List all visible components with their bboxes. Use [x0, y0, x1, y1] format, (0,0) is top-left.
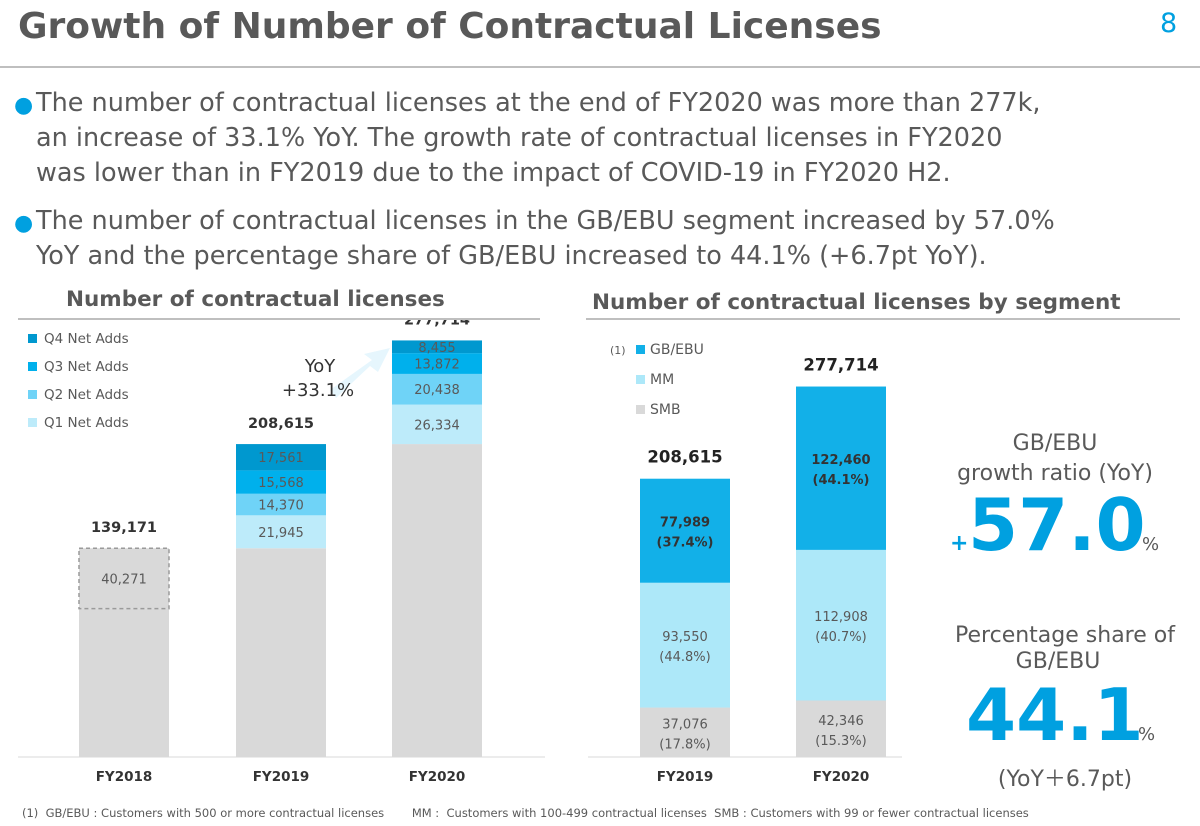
footnote: (1) GB/EBU : Customers with 500 or more …	[22, 806, 1053, 820]
segment-share: (44.1%)	[813, 473, 870, 488]
growth-label: GB/EBU	[1013, 431, 1098, 456]
legend-swatch	[28, 362, 37, 371]
bar-total: 277,714	[803, 356, 878, 375]
bar-segment	[640, 707, 730, 757]
growth-label: growth ratio (YoY)	[957, 461, 1153, 486]
legend-swatch	[28, 418, 37, 427]
segment-value: 112,908	[814, 610, 868, 625]
footnote-mm-smb: MM : Customers with 100-499 contractual …	[411, 806, 1029, 820]
segment-label: 17,561	[258, 451, 304, 466]
bar-total: 208,615	[248, 416, 314, 432]
bullet-item: ● The number of contractual licenses at …	[14, 86, 1194, 196]
segment-label: 40,271	[101, 572, 147, 587]
bar-segment	[640, 478, 730, 583]
bar-segment	[236, 515, 326, 549]
category-label: FY2020	[813, 769, 870, 785]
segment-value: 42,346	[818, 714, 864, 729]
bar-total: 139,171	[91, 520, 157, 536]
growth-sign: +	[950, 531, 968, 556]
share-note: (YoY＋6.7pt)	[998, 767, 1132, 792]
bullet-item: ● The number of contractual licenses in …	[14, 204, 1194, 276]
bullet-dot-icon: ●	[14, 93, 34, 118]
title-divider	[0, 66, 1200, 68]
bullet-line: The number of contractual licenses in th…	[36, 206, 1055, 236]
bar-total: 277,714	[404, 320, 470, 328]
bar-segment	[796, 386, 886, 550]
bar-segment	[796, 700, 886, 757]
legend-label: SMB	[650, 402, 681, 418]
legend-label: Q1 Net Adds	[44, 415, 129, 431]
segment-value: 93,550	[662, 630, 708, 645]
share-label: GB/EBU	[1016, 649, 1101, 674]
bar-segment	[78, 547, 170, 610]
bar-segment	[796, 549, 886, 701]
bar-base	[79, 608, 169, 757]
segment-chart: (1) GB/EBU MM SMB 37,076 (17.8%) 93,550 (44.8%)…	[588, 342, 902, 785]
bar-segment	[392, 373, 482, 405]
bar-base	[236, 548, 326, 757]
segment-share: (40.7%)	[815, 630, 866, 645]
share-label: Percentage share of	[955, 623, 1176, 648]
growth-unit: %	[1142, 534, 1159, 555]
legend-label: MM	[650, 372, 674, 388]
yoy-value: +33.1%	[282, 380, 354, 401]
segment-label: 26,334	[414, 418, 460, 433]
bullet-line: YoY and the percentage share of GB/EBU i…	[36, 241, 987, 271]
segment-value: 77,989	[660, 516, 710, 531]
legend-label: Q2 Net Adds	[44, 387, 129, 403]
segment-value: 37,076	[662, 717, 708, 732]
segment-label: 13,872	[414, 358, 460, 373]
bar-segment	[392, 353, 482, 374]
segment-share: (17.8%)	[659, 737, 710, 752]
legend-label: Q3 Net Adds	[44, 359, 129, 375]
bullet-dot-icon: ●	[14, 211, 34, 236]
segment-value: 122,460	[811, 453, 870, 468]
legend-swatch	[636, 345, 645, 354]
bar-segment	[236, 444, 326, 471]
footnote-gb-ebu: (1) GB/EBU : Customers with 500 or more …	[22, 806, 385, 820]
yoy-label: YoY	[304, 356, 337, 377]
page-number: 8	[1160, 8, 1178, 39]
growth-arrow	[330, 348, 390, 398]
bullet-line: an increase of 33.1% YoY. The growth rat…	[36, 123, 1003, 153]
segment-share: (15.3%)	[815, 734, 866, 749]
license-growth-chart: Q4 Net Adds Q3 Net Adds Q2 Net Adds Q1 Net …	[18, 320, 545, 785]
category-label: FY2018	[96, 769, 153, 785]
category-label: FY2019	[253, 769, 310, 785]
segment-label: 14,370	[258, 499, 304, 514]
segment-label: 15,568	[258, 476, 304, 491]
chart1-title: Number of contractual licenses	[66, 287, 445, 312]
legend-label: Q4 Net Adds	[44, 331, 129, 347]
segment-label: 8,455	[418, 341, 455, 356]
bar-segment	[236, 470, 326, 494]
bar-total: 208,615	[647, 448, 722, 467]
legend-label: GB/EBU	[650, 342, 704, 358]
legend-swatch	[28, 390, 37, 399]
bar-segment	[392, 340, 482, 354]
segment-label: 21,945	[258, 526, 304, 541]
category-label: FY2020	[409, 769, 466, 785]
page-title: Growth of Number of Contractual Licenses	[18, 6, 882, 47]
share-value: 44.1	[966, 673, 1144, 757]
bar-segment	[392, 404, 482, 445]
legend-swatch	[28, 334, 37, 343]
segment-share: (37.4%)	[657, 536, 714, 551]
segment-share: (44.8%)	[659, 650, 710, 665]
category-label: FY2019	[657, 769, 714, 785]
legend-swatch	[636, 375, 645, 384]
bar-segment	[640, 582, 730, 708]
growth-value: 57.0	[968, 483, 1146, 567]
bar-base	[392, 444, 482, 757]
chart2-title: Number of contractual licenses by segmen…	[592, 290, 1121, 315]
legend-swatch	[636, 405, 645, 414]
legend-note: (1)	[610, 344, 626, 357]
bullet-line: was lower than in FY2019 due to the impa…	[36, 158, 951, 188]
segment-label: 20,438	[414, 383, 460, 398]
share-unit: %	[1138, 724, 1155, 745]
chart1-title-rule	[18, 318, 540, 320]
chart2-title-rule	[586, 318, 1180, 320]
bullet-line: The number of contractual licenses at th…	[36, 88, 1041, 118]
bar-segment	[236, 493, 326, 516]
kpi-panel: GB/EBU growth ratio (YoY) + 57.0% Percentage…	[950, 431, 1176, 792]
